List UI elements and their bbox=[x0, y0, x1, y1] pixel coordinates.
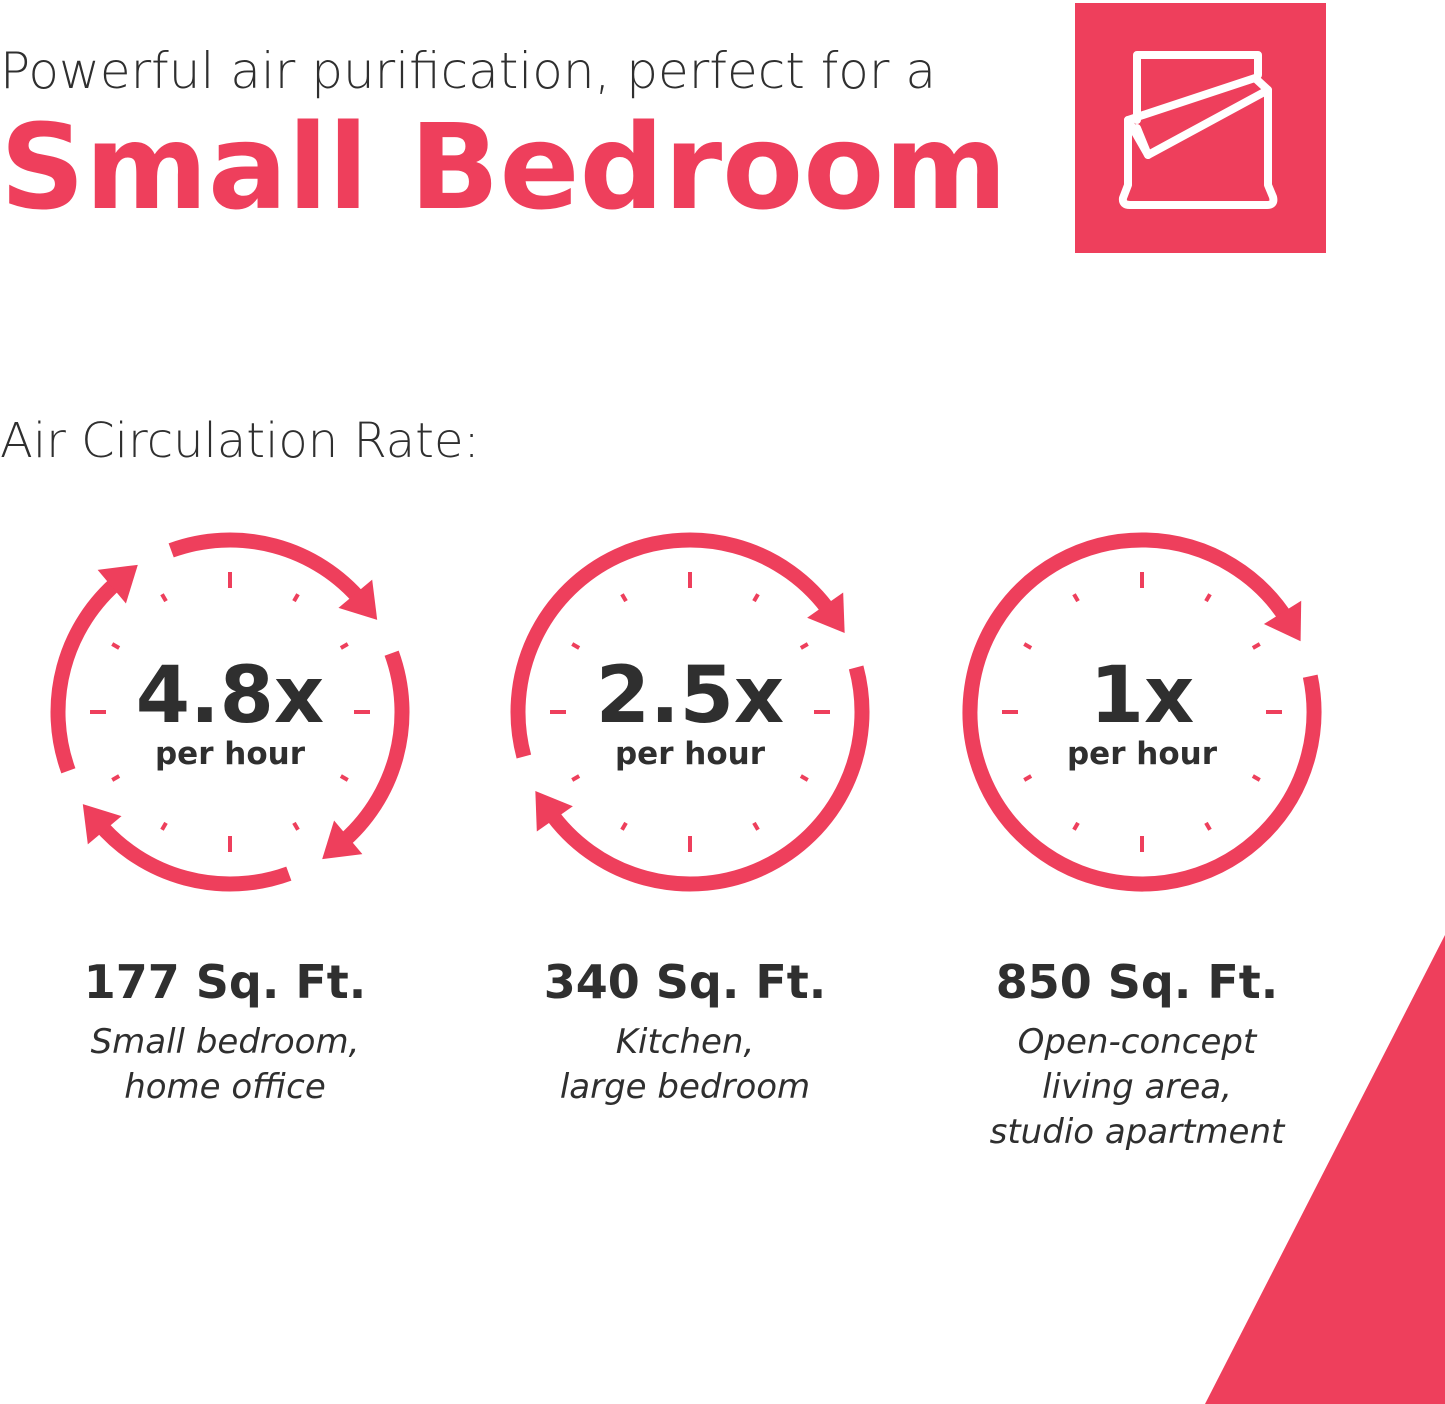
arrow-arc bbox=[510, 532, 838, 759]
description: Small bedroom, bbox=[91, 1022, 360, 1062]
dial-tick bbox=[799, 774, 809, 782]
rate-unit: per hour bbox=[615, 736, 766, 772]
dial-tick bbox=[571, 774, 581, 782]
dial-tick bbox=[339, 774, 349, 782]
area: 850 Sq. Ft. bbox=[996, 955, 1278, 1009]
arrow-head bbox=[97, 564, 138, 604]
description: Kitchen, bbox=[616, 1022, 755, 1062]
rate: 1x bbox=[1090, 651, 1195, 741]
dial-tick bbox=[799, 642, 809, 650]
dial-tick bbox=[292, 821, 300, 831]
corner-triangle bbox=[1205, 935, 1445, 1404]
dial-tick bbox=[1251, 642, 1261, 650]
arrow-head bbox=[322, 820, 363, 860]
arrow-head bbox=[1263, 600, 1302, 642]
dial-tick bbox=[620, 593, 628, 603]
dial-tick bbox=[160, 821, 168, 831]
arrow-arc bbox=[50, 574, 125, 774]
dial-tick bbox=[160, 593, 168, 603]
arrow-arc bbox=[962, 532, 1322, 892]
dial-tick bbox=[571, 642, 581, 650]
rate-unit: per hour bbox=[155, 736, 306, 772]
dial-tick bbox=[1204, 593, 1212, 603]
dial-tick bbox=[1251, 774, 1261, 782]
description: large bedroom bbox=[560, 1067, 810, 1107]
description: studio apartment bbox=[990, 1112, 1286, 1152]
arrow-arc bbox=[92, 817, 292, 892]
dial-tick bbox=[111, 642, 121, 650]
arrow-arc bbox=[542, 665, 870, 892]
dial-tick bbox=[752, 593, 760, 603]
dial-tick bbox=[292, 593, 300, 603]
dial-tick bbox=[1072, 821, 1080, 831]
dial-tick bbox=[1072, 593, 1080, 603]
dial-tick bbox=[111, 774, 121, 782]
subtitle: Powerful air purification, perfect for a bbox=[0, 42, 936, 100]
description: living area, bbox=[1042, 1067, 1232, 1107]
dial-tick bbox=[752, 821, 760, 831]
dial-tick bbox=[620, 821, 628, 831]
arrow-arc bbox=[168, 532, 368, 607]
rate: 2.5x bbox=[596, 651, 785, 741]
rate: 4.8x bbox=[136, 651, 325, 741]
area: 177 Sq. Ft. bbox=[84, 955, 366, 1009]
description: Open-concept bbox=[1018, 1022, 1258, 1062]
area: 340 Sq. Ft. bbox=[544, 955, 826, 1009]
bed-icon bbox=[1075, 3, 1326, 253]
dial-tick bbox=[1204, 821, 1212, 831]
arrow-head bbox=[82, 804, 122, 845]
arrow-head bbox=[338, 579, 378, 620]
arrow-head bbox=[535, 790, 573, 832]
dial-tick bbox=[1023, 774, 1033, 782]
section-label: Air Circulation Rate: bbox=[0, 413, 480, 469]
rate-unit: per hour bbox=[1067, 736, 1218, 772]
arrow-head bbox=[807, 592, 845, 634]
title: Small Bedroom bbox=[0, 98, 1007, 236]
arrow-arc bbox=[335, 650, 410, 850]
dial-tick bbox=[1023, 642, 1033, 650]
dial-tick bbox=[339, 642, 349, 650]
description: home office bbox=[124, 1067, 326, 1107]
